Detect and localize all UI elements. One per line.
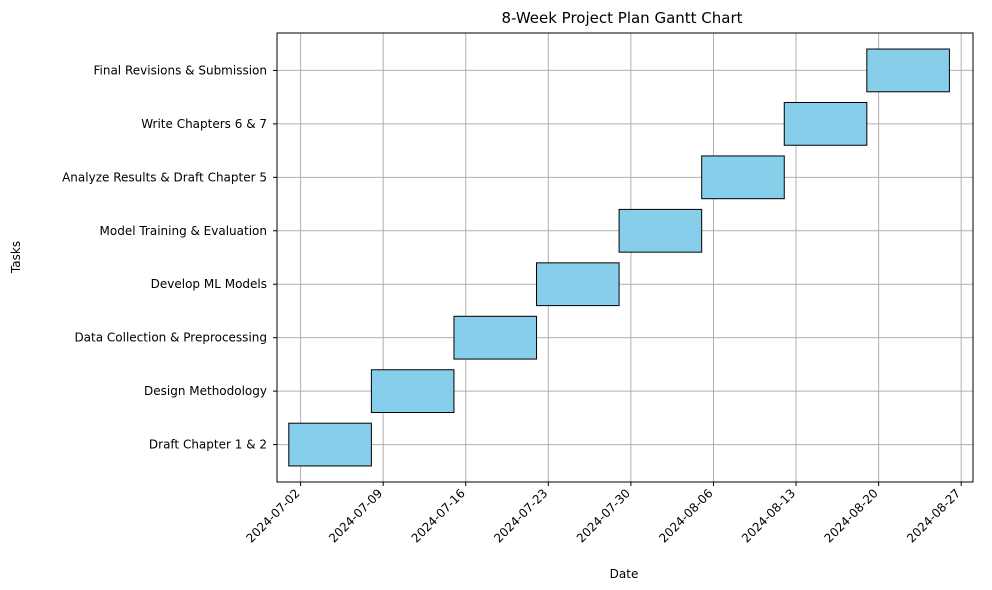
- y-tick-label: Model Training & Evaluation: [100, 224, 268, 238]
- x-tick-label: 2024-07-09: [326, 486, 385, 545]
- x-tick-label: 2024-07-02: [243, 486, 302, 545]
- task-bar: [370, 369, 455, 414]
- y-tick-label: Analyze Results & Draft Chapter 5: [62, 170, 267, 184]
- x-tick-label: 2024-08-20: [822, 486, 881, 545]
- y-axis-label: Tasks: [9, 241, 23, 274]
- y-tick-label: Develop ML Models: [151, 277, 267, 291]
- y-tick-label: Data Collection & Preprocessing: [74, 331, 267, 345]
- y-tick-label: Design Methodology: [144, 384, 267, 398]
- task-bar: [701, 155, 785, 200]
- task-bar: [866, 48, 950, 93]
- task-bars: [288, 48, 950, 467]
- grid-lines: [277, 33, 973, 482]
- y-tick-label: Final Revisions & Submission: [93, 63, 267, 77]
- y-tick-label: Write Chapters 6 & 7: [141, 117, 267, 131]
- x-tick-label: 2024-08-27: [904, 486, 963, 545]
- task-bar: [536, 262, 620, 307]
- x-tick-label: 2024-07-23: [491, 486, 550, 545]
- y-axis-ticks: Draft Chapter 1 & 2 Design Methodology Dat…: [62, 63, 277, 452]
- task-bar: [783, 101, 868, 146]
- y-tick-label: Draft Chapter 1 & 2: [149, 438, 267, 452]
- x-tick-label: 2024-07-16: [409, 486, 468, 545]
- plot-frame: [276, 32, 974, 483]
- task-bar: [453, 315, 538, 360]
- chart-title: 8-Week Project Plan Gantt Chart: [501, 9, 742, 27]
- x-axis-ticks: 2024-07-02 2024-07-09 2024-07-16 2024-07-23…: [243, 482, 963, 545]
- task-bar: [288, 422, 372, 467]
- x-tick-label: 2024-08-06: [656, 486, 715, 545]
- x-tick-label: 2024-08-13: [739, 486, 798, 545]
- x-axis-label: Date: [610, 567, 639, 581]
- task-bar: [618, 208, 703, 253]
- x-tick-label: 2024-07-30: [574, 486, 633, 545]
